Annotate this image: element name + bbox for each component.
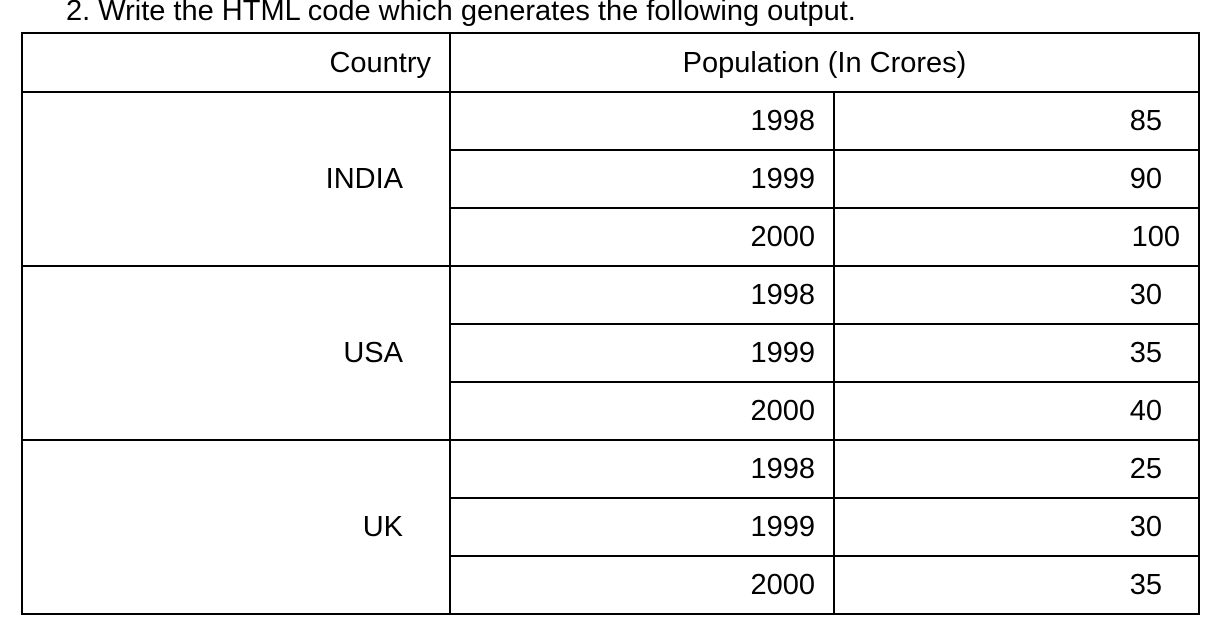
year-cell: 1999 xyxy=(449,497,835,557)
table-row: 2000 35 xyxy=(22,555,1200,615)
table-row: 2000 100 xyxy=(22,207,1200,267)
population-cell: 40 xyxy=(833,381,1200,441)
table-row: UK 1998 25 xyxy=(21,439,1200,615)
table-row: 1999 90 xyxy=(22,149,1200,209)
year-cell: 1998 xyxy=(449,91,835,151)
table-row: 2000 40 xyxy=(22,381,1200,441)
country-cell: UK xyxy=(21,439,451,615)
country-cell: INDIA xyxy=(21,91,451,267)
population-cell: 25 xyxy=(833,439,1200,499)
question-text: 2. Write the HTML code which generates t… xyxy=(66,0,856,27)
year-cell: 2000 xyxy=(449,207,835,267)
population-cell: 90 xyxy=(833,149,1200,209)
population-cell: 85 xyxy=(833,91,1200,151)
population-cell: 30 xyxy=(833,497,1200,557)
country-cell: USA xyxy=(21,265,451,441)
year-cell: 1998 xyxy=(449,439,835,499)
table-row: INDIA 1998 85 xyxy=(21,91,1200,267)
year-cell: 1998 xyxy=(449,265,835,325)
population-cell: 30 xyxy=(833,265,1200,325)
header-population: Population (In Crores) xyxy=(449,32,1200,93)
table-row: USA 1998 30 xyxy=(21,265,1200,441)
year-cell: 2000 xyxy=(449,555,835,615)
header-country: Country xyxy=(21,32,451,93)
population-cell: 100 xyxy=(833,207,1200,267)
population-table: Country Population (In Crores) INDIA 1998… xyxy=(21,32,1200,615)
table-row: 1999 35 xyxy=(22,323,1200,383)
population-cell: 35 xyxy=(833,555,1200,615)
table-row: 1999 30 xyxy=(22,497,1200,557)
table-header-row: Country Population (In Crores) xyxy=(21,32,1200,93)
year-cell: 2000 xyxy=(449,381,835,441)
year-cell: 1999 xyxy=(449,323,835,383)
population-cell: 35 xyxy=(833,323,1200,383)
year-cell: 1999 xyxy=(449,149,835,209)
